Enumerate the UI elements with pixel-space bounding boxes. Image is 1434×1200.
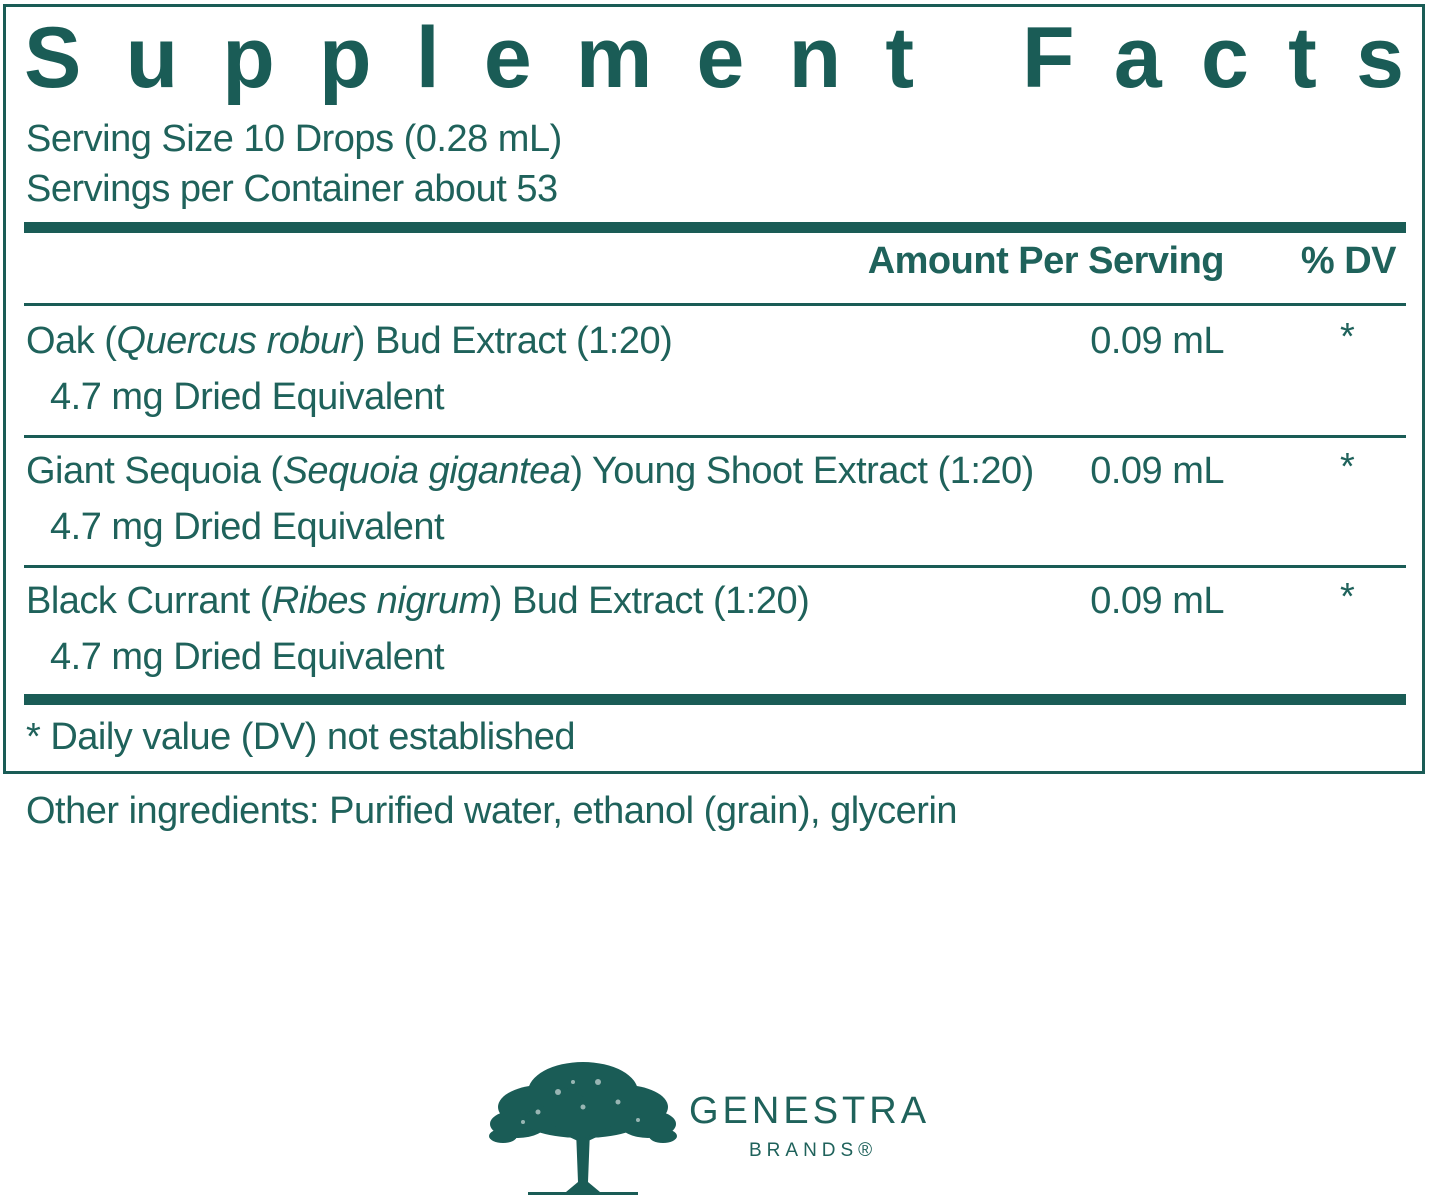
supplement-facts-panel <box>3 4 1425 774</box>
ingredient-equivalent: 4.7 mg Dried Equivalent <box>50 506 445 548</box>
ingredient-equivalent: 4.7 mg Dried Equivalent <box>50 636 445 678</box>
ingredient-name: Oak (Quercus robur) Bud Extract (1:20) <box>26 320 673 362</box>
ingredient-name: Giant Sequoia (Sequoia gigantea) Young S… <box>26 450 1034 492</box>
ingredient-amount: 0.09 mL <box>1090 450 1224 492</box>
ingredient-amount: 0.09 mL <box>1090 320 1224 362</box>
title-word-facts: F a c t s <box>1022 10 1404 106</box>
thick-divider-bottom <box>24 694 1406 705</box>
dv-footnote: * Daily value (DV) not established <box>26 716 576 758</box>
other-ingredients: Other ingredients: Purified water, ethan… <box>26 790 958 832</box>
servings-per-container: Servings per Container about 53 <box>26 168 558 210</box>
brand-subtitle: BRANDS® <box>749 1140 878 1161</box>
ingredient-amount: 0.09 mL <box>1090 580 1224 622</box>
amount-per-serving-header: Amount Per Serving <box>867 240 1225 282</box>
thick-divider-top <box>24 222 1406 233</box>
ingredient-dv: * <box>1340 446 1355 488</box>
ingredient-name: Black Currant (Ribes nigrum) Bud Extract… <box>26 580 810 622</box>
ingredient-dv: * <box>1340 316 1355 358</box>
brand-name: GENESTRA <box>689 1090 931 1132</box>
serving-size: Serving Size 10 Drops (0.28 mL) <box>26 118 562 160</box>
row-divider <box>24 565 1406 568</box>
row-divider <box>24 435 1406 438</box>
ingredient-dv: * <box>1340 576 1355 618</box>
header-divider <box>24 303 1406 306</box>
brand-logo <box>488 1052 958 1200</box>
panel-title: S u p p l e m e n t F a c t s <box>24 8 1404 108</box>
tree-icon <box>489 1062 677 1195</box>
title-word-supplement: S u p p l e m e n t <box>24 10 914 106</box>
dv-header: % DV <box>1300 240 1397 282</box>
ingredient-equivalent: 4.7 mg Dried Equivalent <box>50 376 445 418</box>
